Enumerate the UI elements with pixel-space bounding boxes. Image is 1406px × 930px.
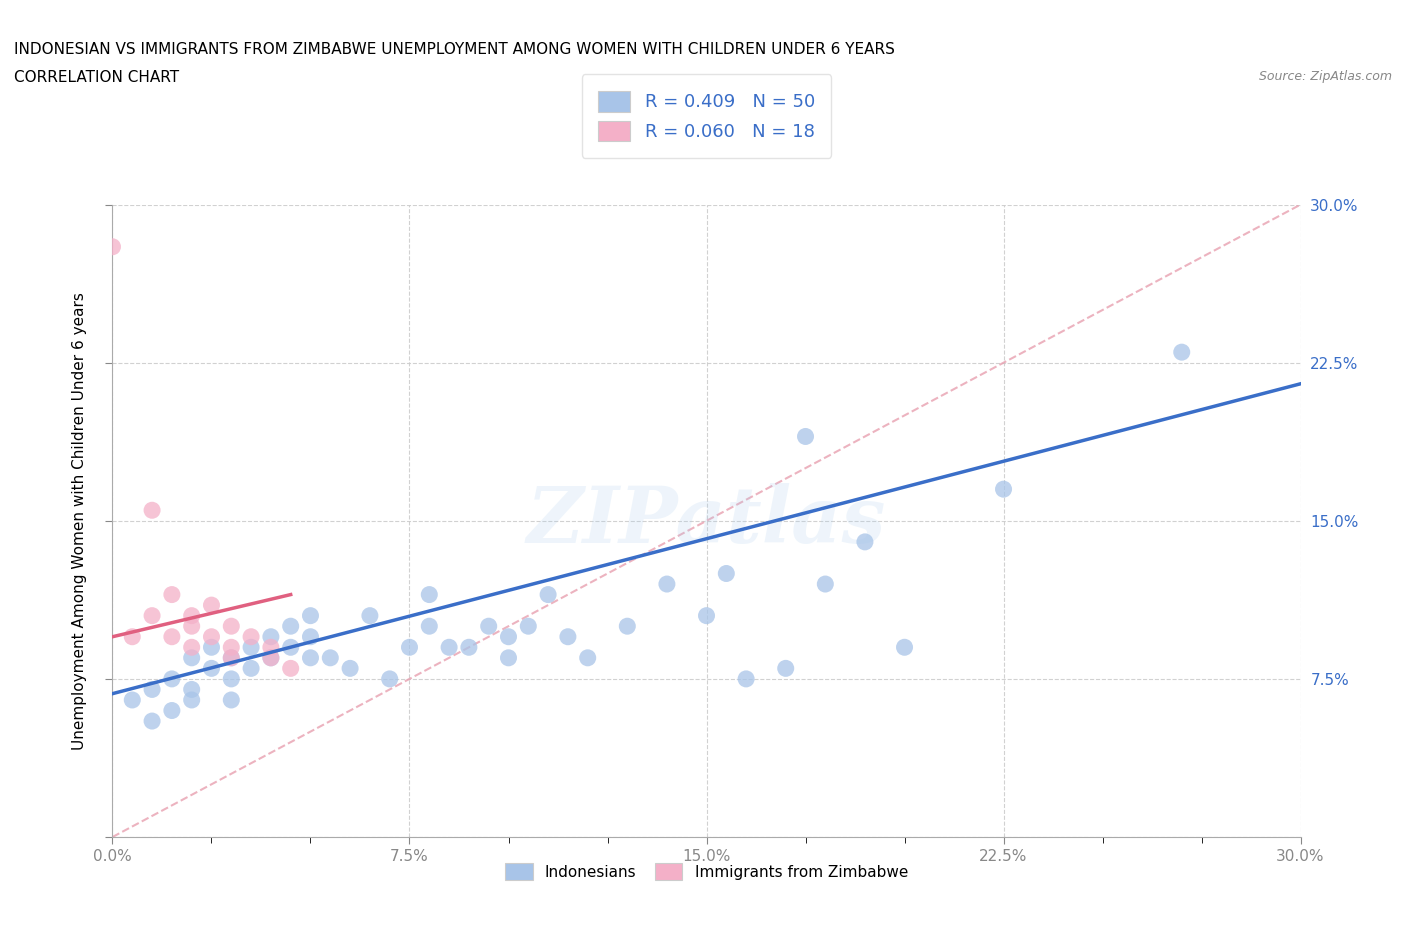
Point	[537, 587, 560, 602]
Point	[616, 618, 638, 633]
Point	[418, 587, 440, 602]
Point	[299, 608, 322, 623]
Point	[437, 640, 460, 655]
Point	[398, 640, 420, 655]
Point	[240, 630, 263, 644]
Point	[814, 577, 837, 591]
Point	[735, 671, 758, 686]
Point	[260, 650, 283, 665]
Point	[458, 640, 481, 655]
Text: CORRELATION CHART: CORRELATION CHART	[14, 70, 179, 85]
Point	[121, 630, 143, 644]
Point	[141, 682, 163, 697]
Point	[280, 661, 302, 676]
Point	[240, 640, 263, 655]
Point	[498, 630, 520, 644]
Point	[180, 682, 202, 697]
Point	[794, 429, 817, 444]
Point	[200, 661, 222, 676]
Point	[101, 239, 124, 254]
Point	[557, 630, 579, 644]
Point	[180, 650, 202, 665]
Point	[180, 608, 202, 623]
Text: ZIPatlas: ZIPatlas	[527, 483, 886, 559]
Point	[160, 630, 183, 644]
Text: Source: ZipAtlas.com: Source: ZipAtlas.com	[1258, 70, 1392, 83]
Point	[240, 661, 263, 676]
Point	[716, 566, 738, 581]
Point	[160, 587, 183, 602]
Point	[219, 640, 242, 655]
Point	[319, 650, 342, 665]
Point	[655, 577, 678, 591]
Point	[200, 598, 222, 613]
Point	[993, 482, 1015, 497]
Point	[853, 535, 876, 550]
Point	[121, 693, 143, 708]
Point	[260, 630, 283, 644]
Point	[339, 661, 361, 676]
Point	[1170, 345, 1192, 360]
Point	[180, 640, 202, 655]
Point	[219, 650, 242, 665]
Point	[160, 671, 183, 686]
Point	[517, 618, 540, 633]
Point	[378, 671, 401, 686]
Point	[576, 650, 599, 665]
Point	[200, 630, 222, 644]
Point	[775, 661, 797, 676]
Point	[141, 713, 163, 728]
Point	[299, 630, 322, 644]
Point	[219, 693, 242, 708]
Legend: Indonesians, Immigrants from Zimbabwe: Indonesians, Immigrants from Zimbabwe	[494, 851, 920, 893]
Point	[141, 503, 163, 518]
Point	[141, 608, 163, 623]
Point	[260, 640, 283, 655]
Point	[219, 650, 242, 665]
Point	[219, 618, 242, 633]
Point	[893, 640, 915, 655]
Y-axis label: Unemployment Among Women with Children Under 6 years: Unemployment Among Women with Children U…	[72, 292, 87, 750]
Point	[299, 650, 322, 665]
Point	[280, 618, 302, 633]
Point	[180, 618, 202, 633]
Point	[280, 640, 302, 655]
Point	[219, 671, 242, 686]
Point	[498, 650, 520, 665]
Point	[180, 693, 202, 708]
Point	[359, 608, 381, 623]
Point	[478, 618, 501, 633]
Point	[160, 703, 183, 718]
Text: INDONESIAN VS IMMIGRANTS FROM ZIMBABWE UNEMPLOYMENT AMONG WOMEN WITH CHILDREN UN: INDONESIAN VS IMMIGRANTS FROM ZIMBABWE U…	[14, 42, 896, 57]
Point	[200, 640, 222, 655]
Point	[696, 608, 718, 623]
Point	[418, 618, 440, 633]
Point	[260, 650, 283, 665]
